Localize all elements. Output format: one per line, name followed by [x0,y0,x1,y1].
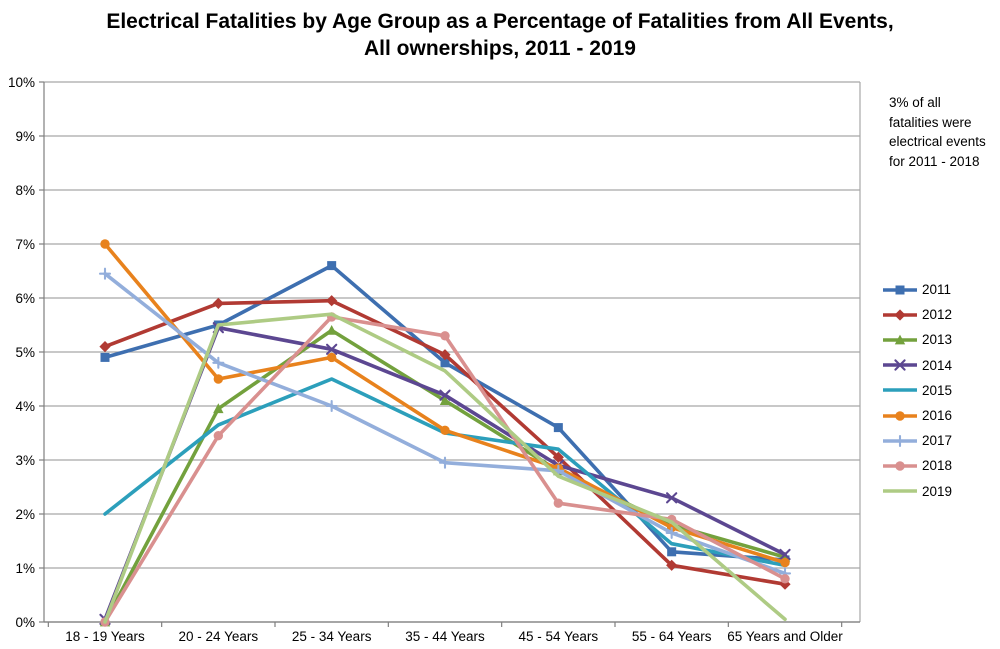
series-marker-plus [325,399,338,413]
chart-annotation: 3% of all fatalities were electrical eve… [889,95,986,170]
series-marker-x [326,343,338,355]
y-tick-label: 5% [15,345,35,360]
legend-label: 2018 [922,458,953,474]
series-marker-circle [100,239,110,249]
x-tick-label: 65 Years and Older [727,629,843,644]
y-tick-label: 7% [15,237,35,252]
series-marker-diamond [552,451,564,463]
legend-label: 2015 [922,382,953,398]
series-2012 [99,295,791,590]
series-marker-plus [893,434,907,447]
y-tick-label: 9% [15,129,35,144]
legend-label: 2011 [922,282,952,298]
legend-item-2018: 2018 [881,453,952,478]
x-tick-label: 55 - 64 Years [632,629,712,644]
series-marker-circle [213,431,224,441]
legend-item-2011: 2011 [881,277,952,302]
series-marker-circle [895,410,905,421]
series-marker-diamond [666,559,678,571]
series-marker-diamond [326,295,338,307]
y-tick-label: 6% [15,291,35,306]
legend-item-2016: 2016 [881,403,952,428]
series-marker-square [667,547,677,557]
series-marker-triangle [894,334,906,345]
series-marker-circle [553,498,564,508]
legend-swatch-circle-icon [883,461,917,471]
legend-label: 2019 [922,483,953,499]
legend-label: 2012 [922,307,953,323]
series-line-2012 [103,298,787,587]
series-marker-diamond [894,309,906,321]
series-marker-triangle [326,325,337,335]
series-marker-diamond [99,341,111,353]
legend-swatch-x-icon [883,359,917,371]
legend-label: 2013 [922,332,953,348]
series-marker-circle [440,425,450,435]
legend-swatch-circle-icon [883,410,917,421]
series-marker-square [895,285,905,295]
x-tick-label: 35 - 44 Years [405,629,485,644]
legend-swatch-triangle-icon [883,334,917,345]
series-marker-plus [665,526,678,539]
series-marker-diamond [439,349,451,361]
series-marker-plus [98,267,112,280]
series-marker-square [553,423,563,433]
series-marker-x [779,548,791,561]
series-marker-circle [780,574,790,584]
series-marker-square [440,358,450,368]
series-marker-x [439,389,451,401]
series-2017 [98,267,792,580]
series-2011 [100,261,790,565]
x-tick-label: 25 - 34 Years [292,629,372,644]
chart-legend: 2011 2012 2013 2014 2015 2016 2017 2018 2019 [881,277,952,504]
legend-item-2019: 2019 [881,479,952,504]
legend-label: 2017 [922,433,953,449]
series-marker-x [666,492,678,504]
series-line-2013 [103,328,787,624]
y-tick-label: 1% [15,561,35,576]
x-tick-label: 20 - 24 Years [179,629,259,644]
legend-swatch-diamond-icon [883,309,917,321]
series-marker-triangle [213,403,224,414]
series-marker-circle [440,331,450,341]
x-tick-label: 45 - 54 Years [519,629,599,644]
series-marker-square [327,261,337,271]
chart-title: Electrical Fatalities by Age Group as a … [106,10,894,61]
y-tick-label: 3% [15,453,35,468]
series-line-2011 [103,263,787,562]
legend-label: 2014 [922,357,953,373]
y-tick-label: 4% [15,399,35,414]
legend-swatch-none-icon [883,388,917,393]
y-tick-label: 10% [8,75,35,90]
series-marker-circle [780,557,790,568]
series-marker-plus [438,456,452,469]
legend-swatch-none-icon [883,489,917,493]
series-marker-triangle [439,395,451,405]
series-marker-x [894,359,906,371]
plot-area: 0% 1% 2% 3% 4% 5% 6% 7% 8% 9% 10% 18 - 19 Years 20 -… [8,75,861,644]
legend-swatch-plus-icon [883,434,917,447]
series-line-2019 [103,312,787,624]
series-marker-circle [213,374,224,384]
series-marker-circle [895,461,905,471]
series-marker-circle [326,352,337,363]
legend-item-2012: 2012 [881,302,952,327]
legend-label: 2016 [922,408,953,424]
legend-item-2015: 2015 [881,378,952,403]
legend-item-2014: 2014 [881,353,952,378]
series-2014 [99,322,791,625]
y-tick-label: 8% [15,183,35,198]
legend-item-2017: 2017 [881,428,952,453]
series-marker-square [100,352,110,362]
series-2019 [103,312,787,624]
series-marker-diamond [779,578,791,590]
series-marker-plus [212,356,225,369]
y-tick-label: 2% [15,507,35,522]
legend-swatch-square-icon [883,285,917,295]
series-marker-diamond [212,297,224,309]
legend-item-2013: 2013 [881,327,952,352]
x-tick-label: 18 - 19 Years [65,629,145,644]
y-tick-label: 0% [15,615,35,630]
